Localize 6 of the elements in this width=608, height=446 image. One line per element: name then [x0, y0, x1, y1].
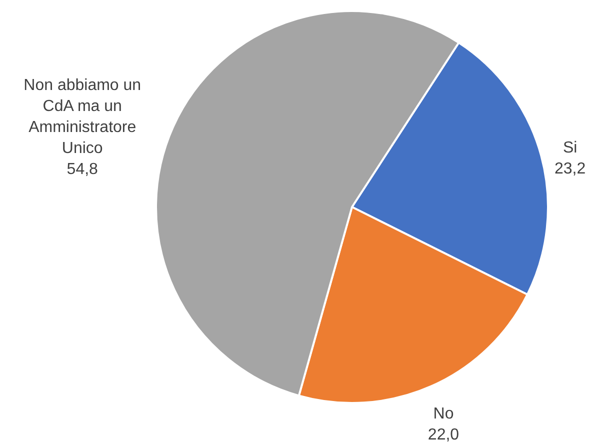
- slice-label: No: [433, 406, 454, 423]
- data-label: 54,8: [66, 160, 98, 178]
- data-label: 22,0: [428, 426, 460, 444]
- slice-label: Non abbiamo un CdA ma un Amministratore Unico: [24, 76, 142, 157]
- slice-label: Si: [562, 140, 578, 157]
- data-label: 23,2: [554, 160, 586, 178]
